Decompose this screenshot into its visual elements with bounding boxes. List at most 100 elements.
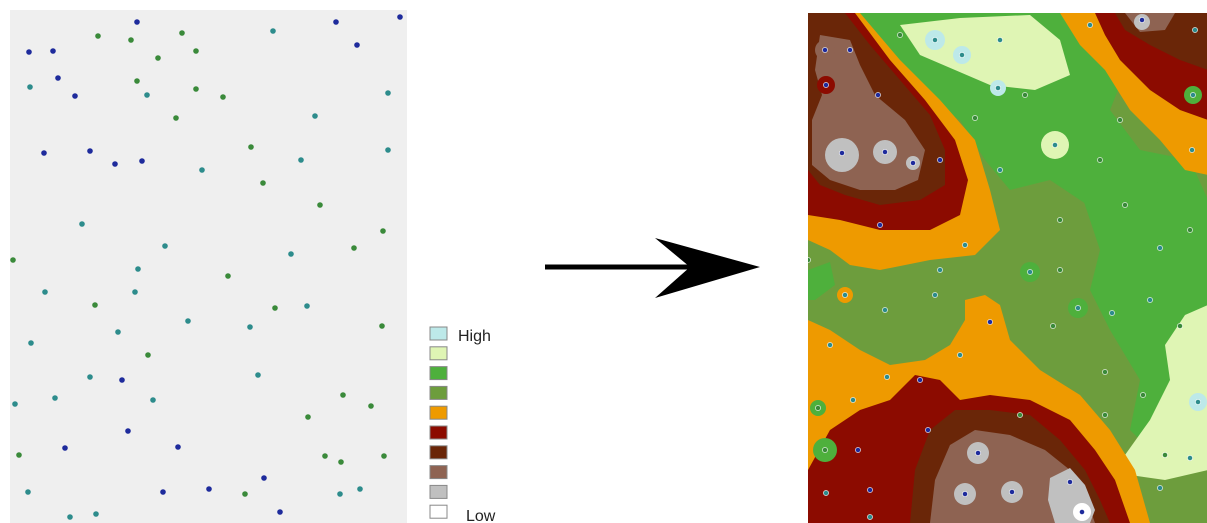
sample-point	[220, 94, 226, 100]
sample-point	[145, 352, 151, 358]
sample-point	[193, 86, 199, 92]
sample-point	[27, 84, 33, 90]
surface-sample-point	[962, 242, 968, 248]
surface-sample-point	[917, 377, 923, 383]
sample-point	[150, 397, 156, 403]
sample-point	[277, 509, 283, 515]
sample-point	[381, 453, 387, 459]
sample-point	[115, 329, 121, 335]
surface-sample-point	[823, 82, 829, 88]
sample-point	[397, 14, 403, 20]
sample-point	[93, 511, 99, 517]
surface-sample-point	[957, 352, 963, 358]
sample-point	[41, 150, 47, 156]
surface-sample-points	[808, 17, 1201, 520]
sample-point	[272, 305, 278, 311]
sample-point	[87, 148, 93, 154]
sample-map-background	[10, 10, 407, 523]
legend-swatch-9	[429, 484, 448, 499]
sample-point	[333, 19, 339, 25]
surface-sample-point	[1075, 305, 1081, 311]
surface-sample-point	[1157, 485, 1163, 491]
surface-sample-point	[1122, 202, 1128, 208]
sample-point	[28, 340, 34, 346]
surface-sample-point	[823, 490, 829, 496]
surface-sample-point	[1009, 489, 1015, 495]
sample-point	[199, 167, 205, 173]
sample-point	[128, 37, 134, 43]
legend: High Low	[429, 326, 496, 523]
surface-sample-point	[987, 319, 993, 325]
surface-sample-point	[897, 32, 903, 38]
surface-sample-point	[842, 292, 848, 298]
surface-sample-point	[1050, 323, 1056, 329]
sample-point	[125, 428, 131, 434]
legend-high-label: High	[458, 328, 491, 345]
surface-sample-point	[937, 267, 943, 273]
sample-point	[298, 157, 304, 163]
surface-sample-point	[882, 307, 888, 313]
sample-point	[79, 221, 85, 227]
legend-swatch-5	[429, 405, 448, 420]
sample-point	[380, 228, 386, 234]
surface-sample-point	[1147, 297, 1153, 303]
surface-sample-point	[1022, 92, 1028, 98]
legend-swatch-2	[429, 346, 448, 361]
surface-sample-point	[997, 37, 1003, 43]
surface-sample-point	[910, 160, 916, 166]
surface-sample-point	[1190, 92, 1196, 98]
sample-point	[134, 78, 140, 84]
sample-point	[95, 33, 101, 39]
sample-point	[62, 445, 68, 451]
sample-point	[312, 113, 318, 119]
legend-swatch-4	[429, 385, 448, 400]
sample-point	[139, 158, 145, 164]
surface-sample-point	[867, 514, 873, 520]
legend-swatch-8	[429, 465, 448, 480]
sample-point	[351, 245, 357, 251]
sample-point	[368, 403, 374, 409]
surface-sample-point	[1187, 455, 1193, 461]
surface-sample-point	[867, 487, 873, 493]
sample-point	[379, 323, 385, 329]
surface-sample-point	[1189, 147, 1195, 153]
sample-point	[317, 202, 323, 208]
surface-sample-point	[1109, 310, 1115, 316]
sample-point	[155, 55, 161, 61]
sample-point	[87, 374, 93, 380]
sample-point	[135, 266, 141, 272]
sample-point	[225, 273, 231, 279]
legend-swatch-3	[429, 366, 448, 381]
surface-sample-point	[884, 374, 890, 380]
sample-point	[305, 414, 311, 420]
sample-point	[242, 491, 248, 497]
sample-point	[112, 161, 118, 167]
sample-point	[385, 90, 391, 96]
sample-point	[206, 486, 212, 492]
sample-point	[354, 42, 360, 48]
surface-sample-point	[1052, 142, 1058, 148]
sample-point	[175, 444, 181, 450]
surface-sample-point	[1157, 245, 1163, 251]
sample-point	[67, 514, 73, 520]
surface-sample-point	[1139, 17, 1145, 23]
surface-sample-point	[1177, 323, 1183, 329]
sample-point	[50, 48, 56, 54]
surface-sample-point	[822, 47, 828, 53]
surface-sample-point	[995, 85, 1001, 91]
sample-point	[26, 49, 32, 55]
surface-sample-point	[1087, 22, 1093, 28]
surface-sample-point	[1057, 217, 1063, 223]
interpolated-surface-map	[808, 13, 1207, 523]
zone-pale-green-right	[1125, 305, 1207, 480]
surface-sample-point	[1057, 267, 1063, 273]
sample-point	[338, 459, 344, 465]
sample-point	[52, 395, 58, 401]
surface-sample-point	[932, 37, 938, 43]
sample-point	[179, 30, 185, 36]
sample-point	[12, 401, 18, 407]
legend-low-label: Low	[466, 508, 496, 523]
surface-sample-point	[972, 115, 978, 121]
sample-point	[185, 318, 191, 324]
